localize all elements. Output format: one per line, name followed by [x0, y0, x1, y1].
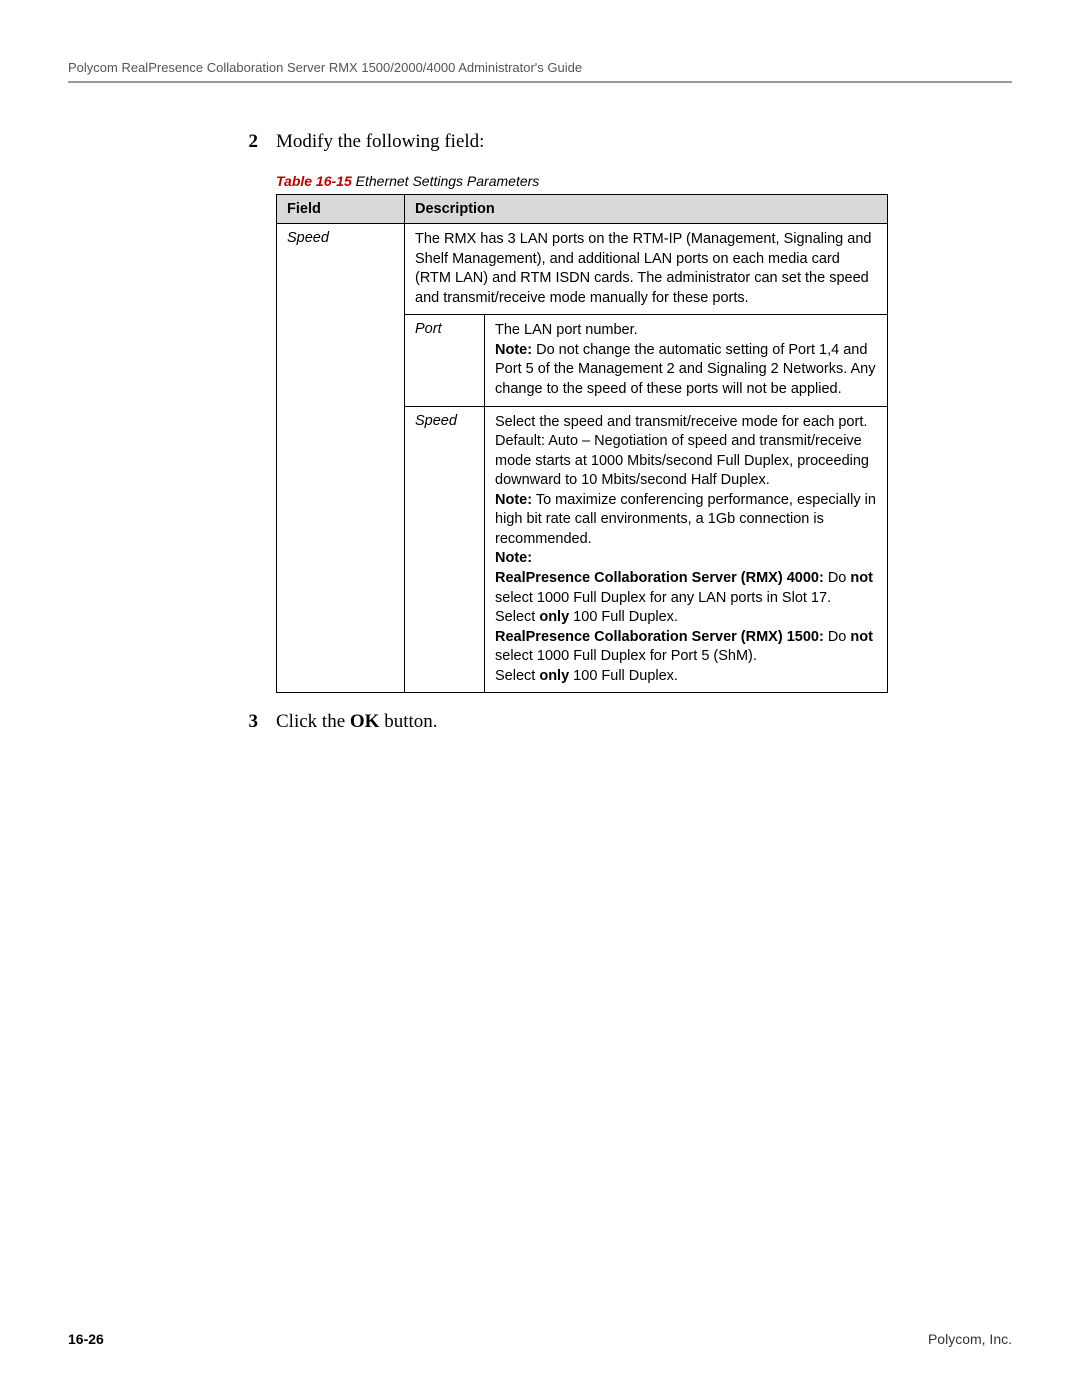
step-text: Click the OK button.	[276, 711, 438, 733]
rmx1500-select-post: 100 Full Duplex.	[569, 668, 678, 684]
page: Polycom RealPresence Collaboration Serve…	[0, 0, 1080, 1397]
rmx4000-not: not	[850, 570, 873, 586]
field-cell: Speed	[277, 224, 405, 693]
content-area: 2 Modify the following field: Table 16-1…	[228, 131, 992, 733]
step-text: Modify the following field:	[276, 131, 484, 153]
rmx4000-select-pre: Select	[495, 609, 539, 625]
rmx4000-label: RealPresence Collaboration Server (RMX) …	[495, 570, 824, 586]
rmx1500-only: only	[539, 668, 569, 684]
running-head: Polycom RealPresence Collaboration Serve…	[68, 60, 1012, 75]
rmx1500-label: RealPresence Collaboration Server (RMX) …	[495, 629, 824, 645]
th-field: Field	[277, 195, 405, 224]
page-number: 16-26	[68, 1331, 104, 1347]
table-row: Speed The RMX has 3 LAN ports on the RTM…	[277, 224, 888, 315]
note-label: Note:	[495, 342, 532, 358]
note-label: Note:	[495, 550, 532, 566]
header-rule	[68, 81, 1012, 83]
table-caption: Table 16-15 Ethernet Settings Parameters	[276, 173, 992, 189]
rmx4000-rest: select 1000 Full Duplex for any LAN port…	[495, 590, 831, 606]
rmx4000-select-post: 100 Full Duplex.	[569, 609, 678, 625]
sub-field-port: Port	[405, 315, 485, 406]
caption-title: Ethernet Settings Parameters	[352, 173, 540, 189]
desc-main: The RMX has 3 LAN ports on the RTM-IP (M…	[405, 224, 888, 315]
step-3: 3 Click the OK button.	[228, 711, 992, 733]
step3-bold: OK	[350, 711, 380, 732]
speed-desc: Select the speed and transmit/receive mo…	[485, 406, 888, 693]
rmx1500-not: not	[850, 629, 873, 645]
caption-label: Table 16-15	[276, 173, 352, 189]
page-footer: 16-26 Polycom, Inc.	[68, 1331, 1012, 1347]
step3-prefix: Click the	[276, 711, 350, 732]
step-number: 2	[228, 131, 258, 153]
speed-para1: Select the speed and transmit/receive mo…	[495, 414, 869, 489]
port-line1: The LAN port number.	[495, 322, 638, 338]
note1-text: To maximize conferencing performance, es…	[495, 492, 876, 547]
footer-company: Polycom, Inc.	[928, 1331, 1012, 1347]
rmx4000-only: only	[539, 609, 569, 625]
note-label: Note:	[495, 492, 532, 508]
step-2: 2 Modify the following field:	[228, 131, 992, 153]
rmx1500-rest: select 1000 Full Duplex for Port 5 (ShM)…	[495, 648, 757, 664]
field-label: Speed	[287, 230, 329, 246]
sub-label: Port	[415, 321, 442, 337]
port-desc: The LAN port number. Note: Do not change…	[485, 315, 888, 406]
rmx1500-do: Do	[824, 629, 851, 645]
rmx1500-select-pre: Select	[495, 668, 539, 684]
step-number: 3	[228, 711, 258, 733]
rmx4000-do: Do	[824, 570, 851, 586]
table-header-row: Field Description	[277, 195, 888, 224]
th-description: Description	[405, 195, 888, 224]
sub-label: Speed	[415, 413, 457, 429]
sub-field-speed: Speed	[405, 406, 485, 693]
step3-suffix: button.	[379, 711, 437, 732]
note-text: Do not change the automatic setting of P…	[495, 342, 875, 397]
ethernet-params-table: Field Description Speed The RMX has 3 LA…	[276, 194, 888, 693]
